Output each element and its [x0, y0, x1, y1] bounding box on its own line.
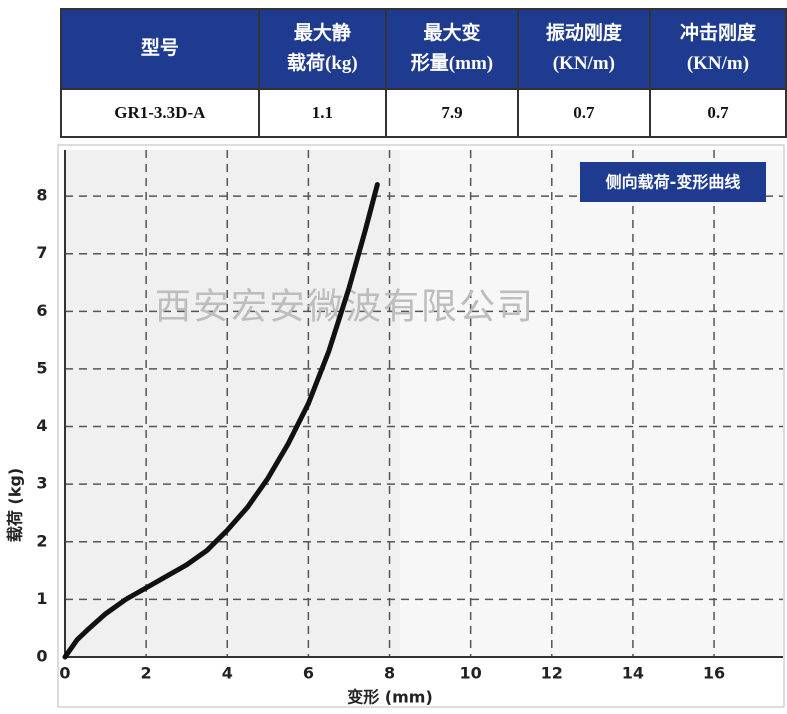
y-axis-label: 载荷 (kg) — [6, 468, 25, 542]
y-tick-label: 0 — [36, 647, 47, 666]
table-cell: 最大静 载荷(kg) — [257, 8, 388, 90]
y-tick-label: 6 — [36, 301, 47, 320]
data-row: GR1-3.3D-A 1.1 7.9 0.7 0.7 — [60, 88, 787, 138]
table-cell: GR1-3.3D-A — [60, 88, 260, 138]
y-tick-label: 1 — [36, 589, 47, 608]
table-cell: 振动刚度 (KN/m) — [516, 8, 651, 90]
x-tick-label: 8 — [384, 664, 395, 683]
y-tick-label: 3 — [36, 474, 47, 493]
plot-bg — [65, 150, 400, 657]
x-tick-label: 10 — [460, 664, 482, 683]
table-cell: 0.7 — [516, 88, 651, 138]
table-cell: 冲击刚度 (KN/m) — [648, 8, 787, 90]
y-tick-label: 5 — [36, 358, 47, 377]
spec-table: 型号 最大静 载荷(kg) 最大变 形量(mm) 振动刚度 (KN/m) 冲击刚度 (K… — [60, 8, 787, 138]
table-cell: 0.7 — [648, 88, 787, 138]
x-tick-label: 2 — [141, 664, 152, 683]
table-cell: 型号 — [60, 8, 260, 90]
x-tick-label: 12 — [541, 664, 563, 683]
y-tick-label: 4 — [36, 416, 47, 435]
x-tick-label: 14 — [622, 664, 644, 683]
x-tick-label: 6 — [303, 664, 314, 683]
table-cell: 7.9 — [385, 88, 519, 138]
plot-bg — [400, 150, 783, 657]
header-row: 型号 最大静 载荷(kg) 最大变 形量(mm) 振动刚度 (KN/m) 冲击刚度 (K… — [60, 8, 787, 90]
y-tick-label: 8 — [36, 186, 47, 205]
table-cell: 最大变 形量(mm) — [385, 8, 519, 90]
curve — [62, 182, 380, 660]
x-tick-label: 0 — [59, 664, 70, 683]
x-tick-label: 4 — [222, 664, 233, 683]
annotation-box — [580, 162, 766, 202]
x-axis-label: 变形 (mm) — [347, 688, 433, 707]
table-cell: 1.1 — [257, 88, 388, 138]
y-tick-label: 7 — [36, 243, 47, 262]
x-tick-label: 16 — [703, 664, 725, 683]
y-tick-label: 2 — [36, 531, 47, 550]
annotation: 侧向载荷-变形曲线 — [606, 173, 741, 192]
